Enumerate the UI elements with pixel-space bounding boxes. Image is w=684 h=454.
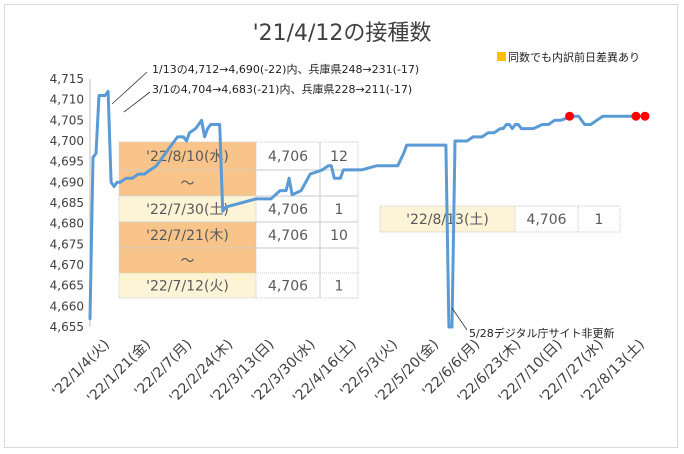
- y-tick-label: 4,700: [50, 134, 84, 148]
- chart-title: '21/4/12の接種数: [253, 21, 432, 46]
- series-marker: [640, 111, 650, 121]
- value-table: '22/8/10(水) 4,706 12～'22/7/30(土) 4,706 1'22/…: [118, 141, 359, 299]
- y-tick-label: 4,655: [50, 320, 84, 334]
- annotation-note1: 1/13の4,712→4,690(-22)内、兵庫県248→231(-17): [152, 62, 419, 76]
- table-value-text: 4,706: [268, 228, 308, 244]
- y-axis: 4,655 4,660 4,665 4,670 4,675 4,680 4,685 4,690…: [50, 72, 91, 334]
- table-date-text: '22/7/30(土): [146, 202, 229, 218]
- table-date-cell: [118, 195, 257, 223]
- annotation-note3: 5/28デジタル庁サイト非更新: [469, 326, 614, 340]
- x-axis: '22/1/4(火)'22/1/21(金)'22/2/7(月)'22/2/24(…: [49, 337, 648, 407]
- annotation-leader-2: [123, 91, 151, 113]
- side-box-cell: [577, 205, 621, 233]
- table-value-text: 4,706: [268, 279, 308, 295]
- y-tick-label: 4,695: [50, 155, 84, 169]
- table-date-text: '22/7/12(火): [146, 279, 229, 295]
- y-tick-label: 4,690: [50, 175, 84, 189]
- table-value-cell: [255, 247, 321, 274]
- y-tick-label: 4,665: [50, 279, 84, 293]
- series-line: [88, 89, 641, 329]
- y-tick-label: 4,685: [50, 196, 84, 210]
- y-tick-label: 4,710: [50, 93, 84, 107]
- series-marker: [631, 111, 641, 121]
- table-diff-text: 1: [335, 279, 344, 295]
- series-marker: [565, 111, 575, 121]
- table-value-text: 4,706: [268, 149, 308, 165]
- table-date-text: ～: [181, 176, 195, 192]
- legend-swatch: [497, 52, 506, 61]
- y-tick-label: 4,715: [50, 72, 84, 86]
- table-date-text: '22/7/21(木): [146, 228, 229, 244]
- annotation-leader-3: [451, 307, 468, 331]
- table-date-cell: [118, 221, 257, 249]
- annotations: 1/13の4,712→4,690(-22)内、兵庫県248→231(-17) 3…: [111, 62, 614, 340]
- annotation-note2: 3/1の4,704→4,683(-21)内、兵庫県228→211(-17): [152, 82, 412, 96]
- y-tick-label: 4,675: [50, 237, 84, 251]
- series-layer: [88, 89, 650, 329]
- annotation-leader-1: [111, 71, 148, 105]
- chart-frame: [4, 4, 678, 448]
- y-tick-label: 4,660: [50, 299, 84, 313]
- side-box-text: 4,706: [526, 212, 566, 228]
- side-value-box: '22/8/13(土) 4,706 1: [379, 205, 621, 233]
- legend: 同数でも内訳前日差異あり: [497, 50, 640, 64]
- table-value-cell: [255, 272, 321, 299]
- table-diff-text: 10: [330, 228, 348, 244]
- table-diff-cell: [319, 272, 359, 299]
- side-box-text: 1: [595, 212, 604, 228]
- table-date-cell: [118, 141, 257, 171]
- table-diff-cell: [319, 247, 359, 274]
- y-tick-label: 4,680: [50, 217, 84, 231]
- table-value-text: 4,706: [268, 202, 308, 218]
- legend-label: 同数でも内訳前日差異あり: [508, 50, 640, 64]
- y-tick-label: 4,670: [50, 258, 84, 272]
- table-diff-text: 12: [330, 149, 348, 165]
- table-date-cell: [118, 272, 257, 299]
- y-tick-label: 4,705: [50, 113, 84, 127]
- table-diff-text: 1: [335, 202, 344, 218]
- table-date-text: ～: [181, 254, 195, 270]
- table-diff-cell: [319, 169, 359, 197]
